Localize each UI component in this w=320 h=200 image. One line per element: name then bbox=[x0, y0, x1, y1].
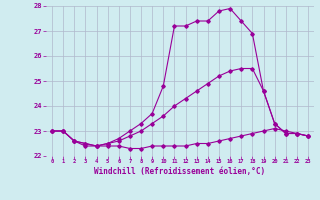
X-axis label: Windchill (Refroidissement éolien,°C): Windchill (Refroidissement éolien,°C) bbox=[94, 167, 266, 176]
